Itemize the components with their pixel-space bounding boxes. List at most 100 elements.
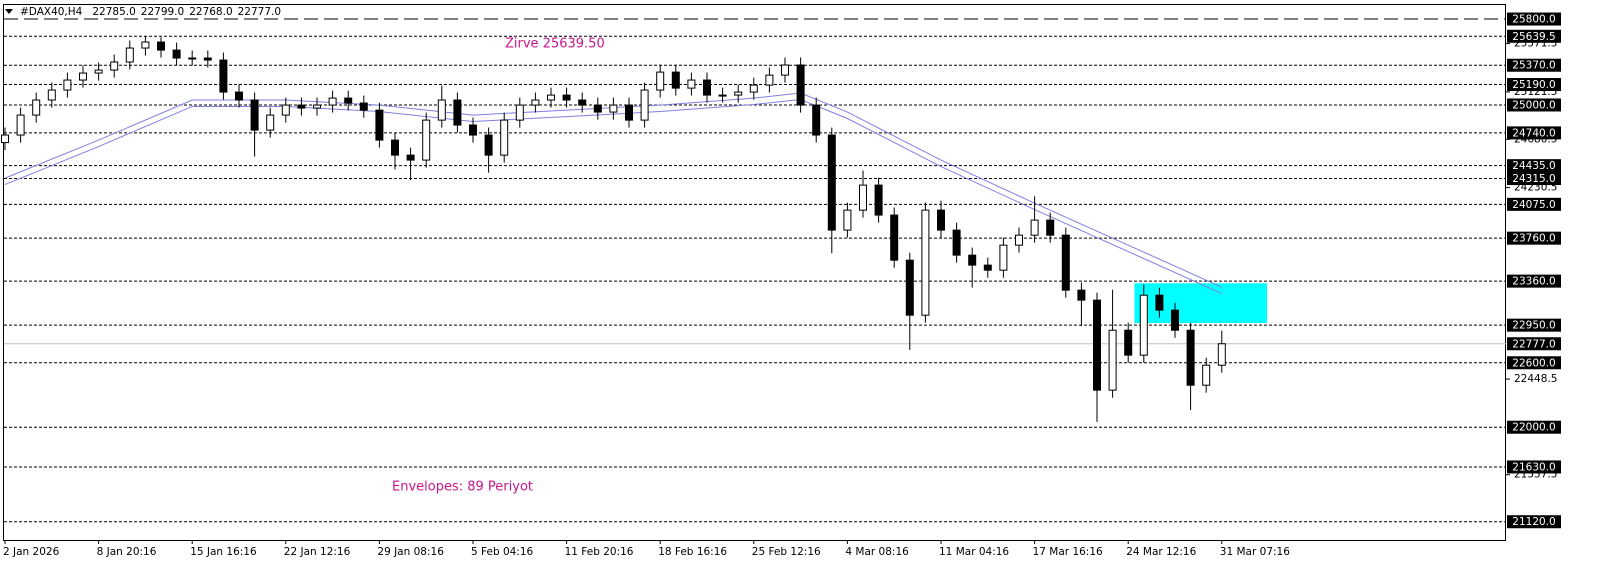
level-label: 22950.0 xyxy=(1512,320,1555,332)
candle-body xyxy=(609,104,618,113)
level-label: 24435.0 xyxy=(1512,160,1555,172)
candle-body xyxy=(952,229,961,256)
candle-body xyxy=(656,71,665,91)
candle-body xyxy=(1217,343,1226,366)
candle-body xyxy=(593,104,602,113)
header-menu-arrow[interactable] xyxy=(5,9,13,14)
candle-body xyxy=(531,99,540,106)
candle-body xyxy=(921,209,930,316)
candle-body xyxy=(157,41,165,51)
level-box xyxy=(1507,356,1561,370)
level-label: 24740.0 xyxy=(1512,127,1555,139)
candle-body xyxy=(125,47,134,63)
candle-body xyxy=(391,139,399,156)
candle-body xyxy=(219,59,228,93)
header: #DAX40,H4 22785.0 22799.0 22768.0 22777.0 xyxy=(20,6,281,18)
candle-body xyxy=(79,72,87,81)
candle-body xyxy=(1093,299,1101,391)
candle-body xyxy=(765,74,774,86)
candle-body xyxy=(422,119,431,161)
current-price-box xyxy=(1507,337,1561,351)
level-label: 22600.0 xyxy=(1512,357,1555,369)
candle-body xyxy=(110,61,119,71)
candle-body xyxy=(890,214,899,261)
x-tick-label: 29 Jan 08:16 xyxy=(377,546,444,558)
level-box xyxy=(1507,29,1561,43)
candle-body xyxy=(983,264,992,271)
candle-body xyxy=(1030,219,1039,236)
candle-body xyxy=(344,97,353,104)
candle-body xyxy=(297,104,306,109)
candle-body xyxy=(359,102,368,111)
candle-body xyxy=(32,99,41,116)
level-box xyxy=(1507,460,1561,474)
level-label: 24315.0 xyxy=(1512,173,1555,185)
candle-body xyxy=(812,104,821,136)
candle-body xyxy=(1015,234,1023,246)
x-tick-label: 8 Jan 20:16 xyxy=(97,546,157,558)
level-box xyxy=(1507,197,1561,211)
level-label: 22000.0 xyxy=(1512,422,1555,434)
candle-body xyxy=(1155,294,1164,311)
level-box xyxy=(1507,126,1561,140)
level-label: 25370.0 xyxy=(1512,60,1555,72)
candle-body xyxy=(375,109,384,141)
candle-body xyxy=(547,94,555,101)
x-tick-label: 4 Mar 08:16 xyxy=(845,546,909,558)
candle-body xyxy=(313,104,321,109)
candle-body xyxy=(734,91,743,96)
candle-body xyxy=(453,99,462,126)
candle-body xyxy=(484,134,493,156)
candle-body xyxy=(203,57,212,61)
envelope-upper xyxy=(4,92,1223,288)
candle-body xyxy=(999,244,1008,271)
x-tick-label: 17 Mar 16:16 xyxy=(1033,546,1103,558)
y-tick-label: 22448.5 xyxy=(1514,373,1557,385)
level-box xyxy=(1507,274,1561,288)
candle-body xyxy=(671,71,680,89)
candle-body xyxy=(328,97,337,106)
candle-body xyxy=(1202,364,1211,386)
candle-body xyxy=(1061,234,1070,291)
level-label: 21120.0 xyxy=(1512,516,1555,528)
header-ohlc: 22768.0 xyxy=(189,6,232,18)
candle-body xyxy=(250,99,259,131)
x-tick-label: 22 Jan 12:16 xyxy=(284,546,351,558)
candle-body xyxy=(905,259,914,316)
level-box xyxy=(1507,318,1561,332)
candle-body xyxy=(1171,309,1179,331)
candle-body xyxy=(47,89,56,101)
candle-body xyxy=(796,64,805,106)
level-label: 25000.0 xyxy=(1512,99,1555,111)
candle-body xyxy=(562,94,571,101)
level-box xyxy=(1507,98,1561,112)
candle-body xyxy=(968,254,977,266)
candle-body xyxy=(406,154,415,161)
annotation: Envelopes: 89 Periyot xyxy=(392,480,533,495)
header-ohlc: 22785.0 xyxy=(92,6,135,18)
candle-body xyxy=(437,99,446,121)
x-tick-label: 11 Mar 04:16 xyxy=(939,546,1009,558)
header-symbol: #DAX40,H4 xyxy=(20,6,83,18)
candle-body xyxy=(827,134,836,231)
x-tick-label: 2 Jan 2026 xyxy=(3,546,60,558)
zone xyxy=(1134,283,1268,324)
top-level-label: 25800.0 xyxy=(1512,14,1555,26)
candle-body xyxy=(578,99,587,106)
x-tick-label: 5 Feb 04:16 xyxy=(471,546,534,558)
x-tick-label: 18 Feb 16:16 xyxy=(658,546,727,558)
candle-body xyxy=(500,119,509,156)
candle-body xyxy=(188,57,197,60)
level-label: 24075.0 xyxy=(1512,199,1555,211)
candle-body xyxy=(749,84,758,93)
candle-body xyxy=(1186,329,1195,386)
annotation: Zirve 25639.50 xyxy=(505,37,605,52)
header-ohlc: 22777.0 xyxy=(238,6,281,18)
level-label: 25639.5 xyxy=(1512,31,1555,43)
level-label: 23360.0 xyxy=(1512,276,1555,288)
plot-border xyxy=(3,4,1506,541)
candle-body xyxy=(625,104,633,121)
level-label: 25190.0 xyxy=(1512,79,1555,91)
candle-body xyxy=(16,114,25,136)
